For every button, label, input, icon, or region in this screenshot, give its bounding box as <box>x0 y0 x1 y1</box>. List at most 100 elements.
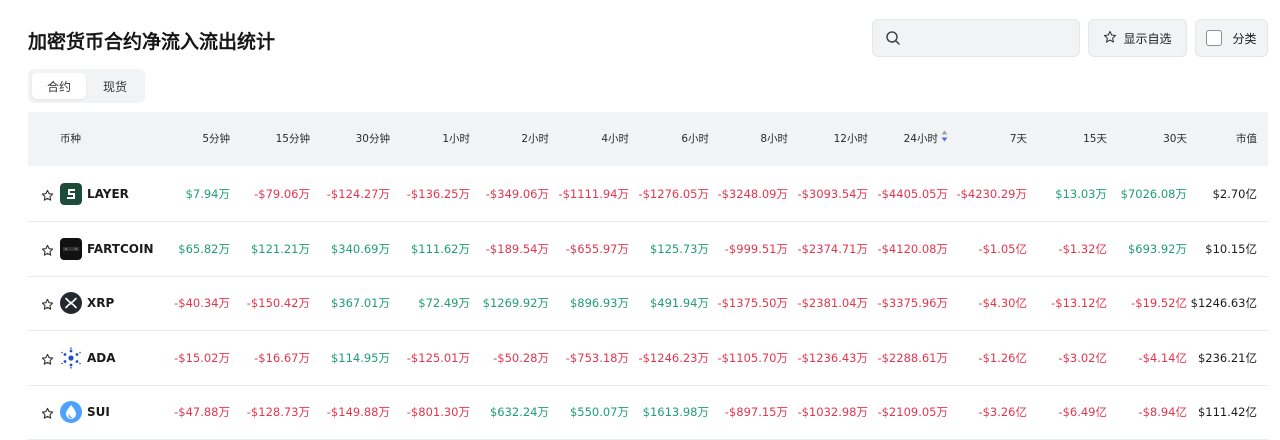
table-row[interactable]: SUI -$47.88万 -$128.73万 -$149.88万 -$801.30万 $6… <box>28 385 1268 440</box>
flow-cell-15分钟: -$150.42万 <box>246 296 310 310</box>
flow-cell-6小时: $491.94万 <box>649 296 709 310</box>
favorite-star-icon[interactable] <box>41 405 54 424</box>
col-12h[interactable]: 12小时 <box>833 133 868 145</box>
flow-cell-15天: -$6.49亿 <box>1058 405 1107 419</box>
tab-spot[interactable]: 现货 <box>102 79 127 94</box>
flow-cell-8小时: -$999.51万 <box>724 241 788 256</box>
flow-cell-2小时: $1269.92万 <box>482 296 549 310</box>
table-row[interactable]: FARTCOIN $65.82万 $121.21万 $340.69万 $111.62万 -… <box>28 222 1268 277</box>
col-30d[interactable]: 30天 <box>1163 133 1187 145</box>
col-coin: 币种 <box>60 133 81 145</box>
flow-cell-2小时: -$349.06万 <box>485 187 549 201</box>
category-toggle[interactable]: 分类 <box>1195 19 1268 57</box>
coin-name[interactable]: SUI <box>87 405 110 419</box>
market-cap-cell: $10.15亿 <box>1205 241 1257 256</box>
flow-cell-5分钟: -$15.02万 <box>174 350 230 365</box>
flow-cell-24小时: -$4120.08万 <box>877 241 948 256</box>
flow-cell-7天: -$1.05亿 <box>978 241 1027 256</box>
page-title: 加密货币合约净流入流出统计 <box>28 31 276 53</box>
flow-cell-6小时: -$1276.05万 <box>638 187 709 201</box>
search-icon <box>885 30 901 50</box>
flow-cell-24小时: -$2288.61万 <box>877 350 948 365</box>
market-type-tabs: 合约 现货 <box>28 69 145 103</box>
flow-cell-6小时: $1613.98万 <box>642 405 709 419</box>
flow-cell-12小时: -$1236.43万 <box>797 350 868 365</box>
flow-cell-4小时: -$753.18万 <box>565 350 629 365</box>
category-label: 分类 <box>1232 31 1257 46</box>
favorite-star-icon[interactable] <box>41 242 54 261</box>
flow-cell-5分钟: -$40.34万 <box>174 296 230 310</box>
market-cap-cell: $1246.63亿 <box>1190 296 1257 310</box>
ada-icon <box>60 346 82 369</box>
flow-cell-8小时: -$1375.50万 <box>717 296 788 310</box>
flow-cell-1小时: -$125.01万 <box>406 350 470 365</box>
flow-cell-15天: -$13.12亿 <box>1051 296 1107 310</box>
flow-cell-5分钟: $65.82万 <box>178 241 230 256</box>
col-15m[interactable]: 15分钟 <box>275 133 310 145</box>
flow-cell-7天: -$4.30亿 <box>978 296 1027 310</box>
col-6h[interactable]: 6小时 <box>681 133 709 145</box>
coin-name[interactable]: LAYER <box>87 187 129 201</box>
flow-cell-15分钟: -$79.06万 <box>254 187 310 201</box>
col-1h[interactable]: 1小时 <box>442 133 470 145</box>
flow-cell-8小时: -$3248.09万 <box>717 187 788 201</box>
flow-cell-15天: -$1.32亿 <box>1058 241 1107 256</box>
flow-cell-4小时: -$1111.94万 <box>558 187 629 201</box>
market-cap-cell: $2.70亿 <box>1212 187 1257 201</box>
flow-cell-1小时: -$801.30万 <box>406 405 470 419</box>
flow-cell-30天: $7026.08万 <box>1120 187 1187 201</box>
col-8h[interactable]: 8小时 <box>760 133 788 145</box>
table-header: 币种 5分钟 15分钟 30分钟 1小时 2小时 4小时 6小时 8小时 12小… <box>28 112 1268 166</box>
show-watchlist-button[interactable]: 显示自选 <box>1088 19 1187 57</box>
flow-cell-4小时: $550.07万 <box>569 405 629 419</box>
col-24h[interactable]: 24小时 <box>866 112 948 166</box>
table-row[interactable]: LAYER $7.94万 -$79.06万 -$124.27万 -$136.25万 -$3… <box>28 167 1268 222</box>
flow-cell-1小时: $111.62万 <box>410 241 470 256</box>
flow-cell-30分钟: $114.95万 <box>330 350 390 365</box>
flow-cell-24小时: -$4405.05万 <box>877 187 948 201</box>
flow-cell-30分钟: -$149.88万 <box>326 405 390 419</box>
flow-cell-24小时: -$2109.05万 <box>877 405 948 419</box>
coin-name[interactable]: FARTCOIN <box>87 241 154 256</box>
flow-cell-7天: -$3.26亿 <box>978 405 1027 419</box>
sort-icon <box>941 112 948 166</box>
favorite-star-icon[interactable] <box>41 187 54 206</box>
col-30m[interactable]: 30分钟 <box>355 133 390 145</box>
flow-cell-8小时: -$897.15万 <box>724 405 788 419</box>
fartcoin-icon <box>60 237 82 260</box>
flow-cell-24小时: -$3375.96万 <box>877 296 948 310</box>
flow-cell-15天: -$3.02亿 <box>1058 350 1107 365</box>
coin-name[interactable]: XRP <box>87 296 115 310</box>
col-4h[interactable]: 4小时 <box>601 133 629 145</box>
flow-cell-7天: -$4230.29万 <box>956 187 1027 201</box>
col-24h-label: 24小时 <box>903 133 938 145</box>
table-row[interactable]: ADA -$15.02万 -$16.67万 $114.95万 -$125.01万 -$50… <box>28 331 1268 386</box>
col-2h[interactable]: 2小时 <box>521 133 549 145</box>
flow-cell-15分钟: -$128.73万 <box>246 405 310 419</box>
flow-cell-2小时: -$50.28万 <box>493 350 549 365</box>
col-market-cap[interactable]: 市值 <box>1236 133 1257 145</box>
flow-cell-30分钟: -$124.27万 <box>326 187 390 201</box>
flow-cell-2小时: -$189.54万 <box>485 241 549 256</box>
layer-icon <box>60 183 82 205</box>
category-checkbox[interactable] <box>1206 30 1223 46</box>
col-7d[interactable]: 7天 <box>1009 133 1027 145</box>
flow-cell-30天: -$8.94亿 <box>1138 405 1187 419</box>
favorite-star-icon[interactable] <box>41 296 54 315</box>
flow-cell-4小时: $896.93万 <box>569 296 629 310</box>
sui-icon <box>60 401 82 423</box>
table-row[interactable]: XRP -$40.34万 -$150.42万 $367.01万 $72.49万 $1269… <box>28 276 1268 331</box>
flow-cell-7天: -$1.26亿 <box>978 350 1027 365</box>
tab-futures[interactable]: 合约 <box>32 73 86 99</box>
flow-cell-30分钟: $340.69万 <box>330 241 390 256</box>
flow-cell-15天: $13.03万 <box>1055 187 1107 201</box>
favorite-star-icon[interactable] <box>41 351 54 370</box>
coin-name[interactable]: ADA <box>87 350 116 365</box>
xrp-icon <box>60 292 82 314</box>
col-15d[interactable]: 15天 <box>1083 133 1107 145</box>
search-box[interactable] <box>872 19 1080 57</box>
search-input[interactable] <box>909 26 1073 52</box>
col-5m[interactable]: 5分钟 <box>202 133 230 145</box>
show-watchlist-label: 显示自选 <box>1123 31 1172 46</box>
flow-cell-5分钟: -$47.88万 <box>174 405 230 419</box>
